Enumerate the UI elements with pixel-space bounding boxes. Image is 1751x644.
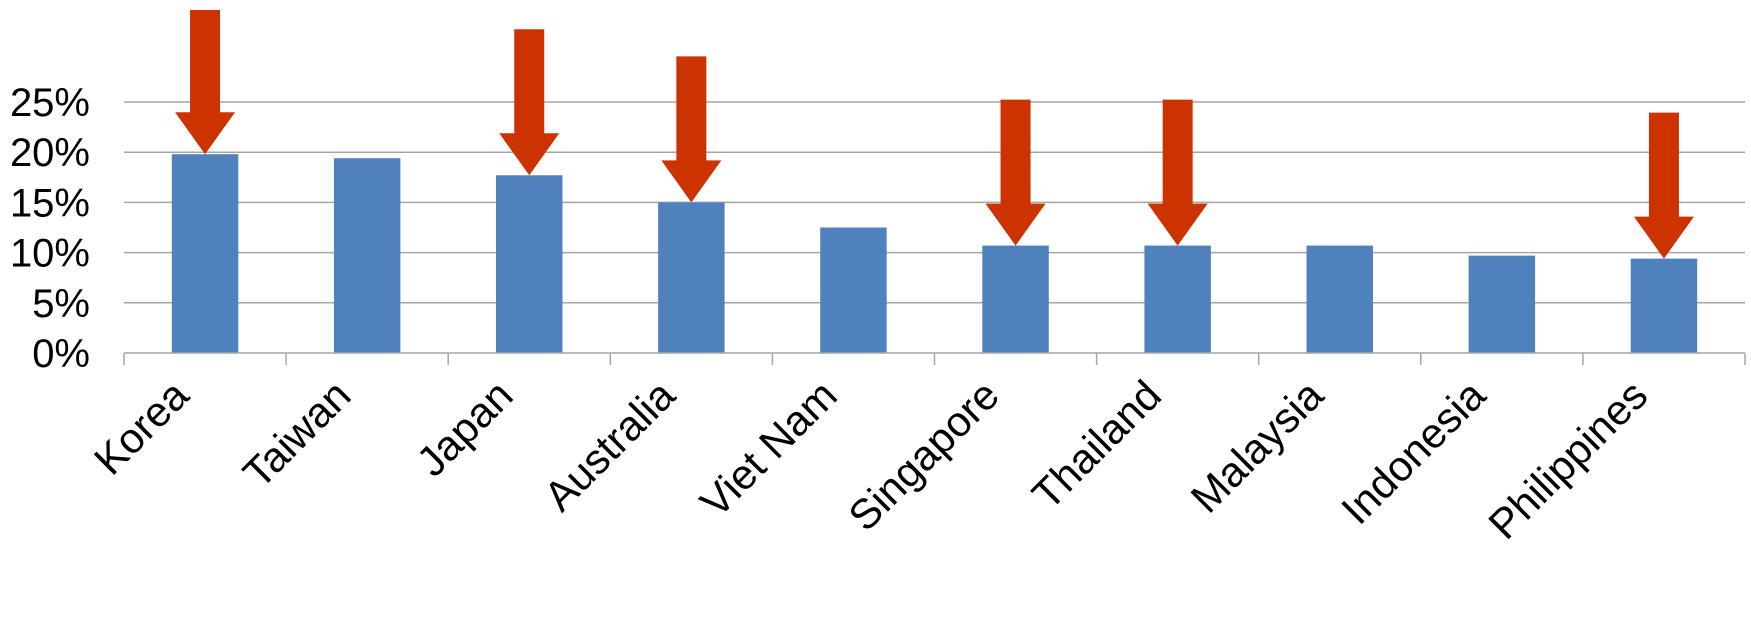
bar [1468,255,1536,353]
down-arrow-icon [985,99,1046,246]
bars [171,154,1698,353]
x-category-label: Japan [407,371,521,485]
bar [171,154,239,353]
bar [658,202,725,353]
bar [1144,245,1211,353]
annotation-arrows [175,10,1694,259]
x-category-label: Philippines [1479,371,1656,548]
down-arrow-icon [499,29,560,176]
down-arrow-icon [661,56,722,203]
x-category-label: Taiwan [234,371,360,497]
x-category-label: Australia [535,371,684,520]
down-arrow-icon [175,10,236,155]
x-category-label: Indonesia [1332,371,1494,533]
x-category-label: Malaysia [1182,371,1333,522]
y-tick-label: 25% [10,81,90,125]
x-category-label: Thailand [1023,371,1170,518]
y-tick-label: 10% [10,232,90,276]
x-category-label: Viet Nam [691,371,846,526]
y-tick-label: 20% [10,131,90,175]
x-category-label: Singapore [839,371,1008,540]
bar [333,158,401,353]
y-tick-label: 5% [32,282,90,326]
y-axis-tick-labels: 0% 5% 10% 15% 20% 25% [10,81,90,376]
y-tick-label: 15% [10,181,90,225]
bar [820,227,887,353]
bar [496,175,563,353]
y-tick-label: 0% [32,332,90,376]
x-category-label: Korea [85,371,198,484]
x-axis-category-labels: Korea Taiwan Japan Australia Viet NamSingapo… [85,371,1656,548]
bar [982,245,1049,353]
down-arrow-icon [1633,112,1694,259]
x-axis [123,352,1746,365]
bar [1630,258,1698,353]
down-arrow-icon [1147,99,1208,246]
bar [1306,245,1373,353]
